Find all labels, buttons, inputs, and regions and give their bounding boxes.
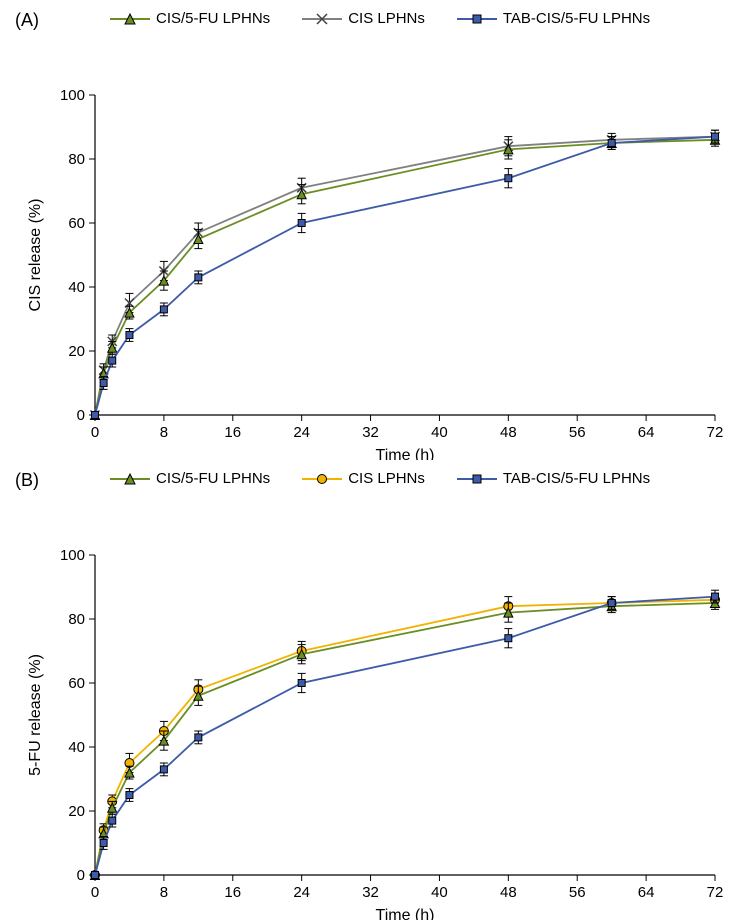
svg-text:0: 0 — [91, 424, 99, 441]
svg-text:8: 8 — [160, 424, 168, 441]
svg-text:100: 100 — [60, 87, 85, 104]
svg-text:40: 40 — [68, 279, 85, 296]
legend-item: CIS LPHNs — [302, 10, 425, 27]
svg-text:60: 60 — [68, 215, 85, 232]
legend-marker-circle — [302, 472, 342, 486]
svg-text:0: 0 — [77, 407, 85, 424]
svg-text:5-FU release (%): 5-FU release (%) — [27, 654, 44, 776]
panel-b-legend: CIS/5-FU LPHNs CIS LPHNs TAB-CIS/5-FU LP… — [110, 470, 650, 487]
panel-b-plot: 0 20 40 60 80 100 0 8 16 24 32 40 48 56 64 72 5-FU relea… — [0, 500, 750, 920]
legend-item: TAB-CIS/5-FU LPHNs — [457, 470, 650, 487]
legend-label: CIS/5-FU LPHNs — [156, 10, 270, 27]
svg-text:16: 16 — [224, 424, 241, 441]
svg-text:24: 24 — [293, 424, 310, 441]
legend-label: TAB-CIS/5-FU LPHNs — [503, 470, 650, 487]
legend-marker-triangle — [110, 12, 150, 26]
svg-text:20: 20 — [68, 803, 85, 820]
svg-text:80: 80 — [68, 611, 85, 628]
svg-text:40: 40 — [431, 424, 448, 441]
legend-marker-cross — [302, 12, 342, 26]
panel-b: (B) CIS/5-FU LPHNs CIS LPHNs TAB-CIS/5-F… — [0, 470, 750, 910]
svg-text:48: 48 — [500, 424, 517, 441]
legend-label: CIS/5-FU LPHNs — [156, 470, 270, 487]
legend-marker-square — [457, 12, 497, 26]
svg-text:CIS release (%): CIS release (%) — [27, 199, 44, 312]
panel-a: (A) CIS/5-FU LPHNs CIS LPHNs TAB-CIS/5-F… — [0, 10, 750, 450]
svg-text:Time (h): Time (h) — [376, 907, 435, 920]
legend-marker-square — [457, 472, 497, 486]
svg-text:Time (h): Time (h) — [376, 447, 435, 460]
svg-text:56: 56 — [569, 424, 586, 441]
panel-a-legend: CIS/5-FU LPHNs CIS LPHNs TAB-CIS/5-FU LP… — [110, 10, 650, 27]
legend-marker-triangle — [110, 472, 150, 486]
panel-a-plot: 0 20 40 60 80 100 0 8 16 24 32 40 48 56 64 72 CIS releas… — [0, 40, 750, 460]
svg-text:72: 72 — [707, 884, 724, 901]
svg-text:60: 60 — [68, 675, 85, 692]
svg-text:16: 16 — [224, 884, 241, 901]
svg-text:24: 24 — [293, 884, 310, 901]
legend-item: TAB-CIS/5-FU LPHNs — [457, 10, 650, 27]
svg-text:32: 32 — [362, 424, 379, 441]
svg-text:100: 100 — [60, 547, 85, 564]
svg-text:40: 40 — [431, 884, 448, 901]
figure-page: { "figure": { "width": 750, "height": 90… — [0, 0, 750, 904]
svg-text:64: 64 — [638, 424, 655, 441]
legend-label: CIS LPHNs — [348, 470, 425, 487]
svg-text:40: 40 — [68, 739, 85, 756]
svg-text:20: 20 — [68, 343, 85, 360]
svg-text:80: 80 — [68, 151, 85, 168]
svg-text:64: 64 — [638, 884, 655, 901]
svg-text:48: 48 — [500, 884, 517, 901]
panel-a-label: (A) — [15, 10, 39, 31]
svg-text:0: 0 — [77, 867, 85, 884]
legend-item: CIS/5-FU LPHNs — [110, 10, 270, 27]
svg-text:56: 56 — [569, 884, 586, 901]
svg-text:72: 72 — [707, 424, 724, 441]
legend-item: CIS/5-FU LPHNs — [110, 470, 270, 487]
svg-text:8: 8 — [160, 884, 168, 901]
legend-item: CIS LPHNs — [302, 470, 425, 487]
panel-b-label: (B) — [15, 470, 39, 491]
svg-text:0: 0 — [91, 884, 99, 901]
legend-label: TAB-CIS/5-FU LPHNs — [503, 10, 650, 27]
legend-label: CIS LPHNs — [348, 10, 425, 27]
svg-text:32: 32 — [362, 884, 379, 901]
